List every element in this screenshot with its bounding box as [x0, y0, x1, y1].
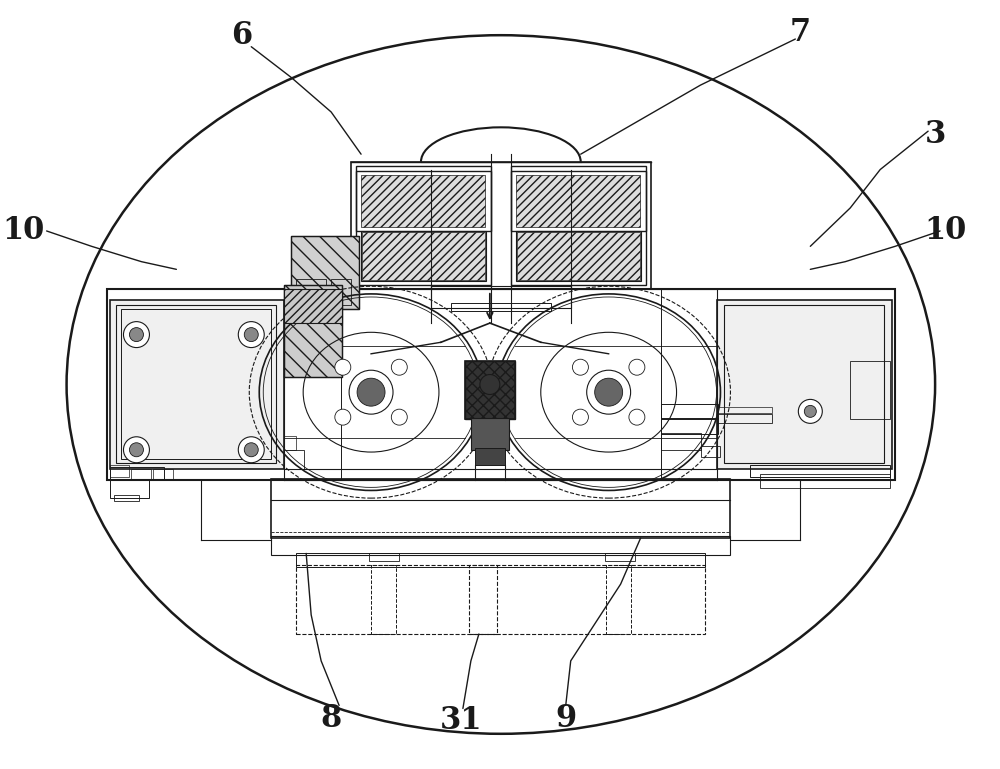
Bar	[369, 554, 399, 561]
Bar	[284, 288, 342, 323]
Circle shape	[357, 378, 385, 406]
Bar	[431, 286, 571, 308]
Circle shape	[572, 409, 588, 425]
Bar	[284, 450, 304, 469]
Bar	[284, 288, 342, 323]
Text: 9: 9	[555, 703, 576, 734]
Circle shape	[244, 443, 258, 457]
Circle shape	[391, 359, 407, 375]
Bar	[291, 236, 359, 309]
Text: 31: 31	[440, 705, 482, 736]
Circle shape	[123, 321, 149, 348]
Bar	[724, 305, 884, 463]
Bar	[153, 469, 173, 481]
Text: 10: 10	[924, 215, 966, 246]
Circle shape	[244, 328, 258, 341]
Bar	[110, 479, 149, 498]
Bar	[351, 161, 651, 288]
Text: 10: 10	[3, 215, 45, 246]
Circle shape	[238, 321, 264, 348]
Circle shape	[335, 409, 351, 425]
Bar	[717, 414, 772, 423]
Circle shape	[587, 370, 631, 414]
Bar	[606, 565, 631, 634]
Bar	[475, 448, 505, 465]
Bar	[511, 165, 646, 285]
Bar	[362, 231, 485, 280]
Bar	[516, 175, 640, 227]
Bar	[110, 467, 164, 481]
Bar	[284, 436, 296, 450]
Bar	[465, 361, 515, 419]
Bar	[717, 300, 892, 469]
Bar	[131, 469, 151, 481]
Bar	[271, 536, 730, 555]
Bar	[469, 565, 497, 634]
Bar	[361, 231, 486, 281]
Bar	[605, 554, 635, 561]
Bar	[296, 565, 705, 634]
Circle shape	[572, 359, 588, 375]
Circle shape	[349, 370, 393, 414]
Circle shape	[804, 405, 816, 418]
Circle shape	[238, 437, 264, 463]
Circle shape	[480, 375, 500, 394]
Circle shape	[129, 443, 143, 457]
Circle shape	[629, 409, 645, 425]
Bar	[107, 288, 895, 481]
Bar	[661, 418, 718, 434]
Text: 6: 6	[231, 20, 252, 51]
Circle shape	[129, 328, 143, 341]
Circle shape	[391, 409, 407, 425]
Bar	[451, 303, 551, 311]
Bar	[110, 300, 284, 469]
Circle shape	[798, 399, 822, 424]
Circle shape	[595, 378, 623, 406]
Bar	[750, 465, 890, 477]
Bar	[361, 175, 485, 227]
Text: 3: 3	[924, 119, 946, 151]
Bar	[284, 285, 342, 377]
Text: 8: 8	[321, 703, 342, 734]
Bar	[517, 231, 640, 280]
Bar	[271, 479, 730, 538]
Bar	[760, 474, 890, 488]
Bar	[661, 404, 718, 419]
Bar	[114, 495, 139, 501]
Text: 7: 7	[790, 18, 811, 48]
Bar	[291, 236, 359, 309]
Bar	[850, 361, 890, 419]
Bar	[661, 433, 701, 450]
Bar	[511, 171, 646, 231]
Bar	[121, 309, 271, 459]
Bar	[110, 465, 129, 477]
Bar	[331, 278, 351, 305]
Bar	[516, 231, 641, 281]
Circle shape	[629, 359, 645, 375]
Bar	[356, 165, 491, 285]
Bar	[356, 171, 491, 231]
Bar	[284, 285, 342, 377]
Bar	[465, 361, 515, 419]
Bar	[471, 418, 509, 450]
Bar	[116, 305, 276, 463]
Bar	[296, 278, 326, 305]
Bar	[296, 554, 705, 568]
Bar	[371, 565, 396, 634]
Circle shape	[335, 359, 351, 375]
Bar	[717, 407, 772, 413]
Circle shape	[123, 437, 149, 463]
Bar	[701, 446, 720, 458]
